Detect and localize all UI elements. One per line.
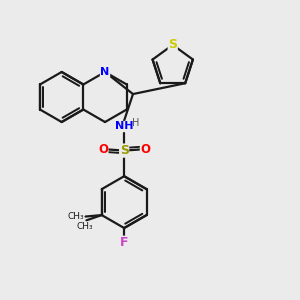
Text: N: N [100, 67, 109, 77]
Text: H: H [132, 118, 139, 128]
Text: CH₃: CH₃ [68, 212, 84, 221]
Text: CH₃: CH₃ [76, 222, 93, 231]
Text: O: O [140, 142, 150, 156]
Text: NH: NH [115, 122, 134, 131]
Text: F: F [120, 236, 128, 249]
Text: S: S [168, 38, 177, 51]
Text: S: S [120, 144, 129, 157]
Text: O: O [98, 142, 108, 156]
